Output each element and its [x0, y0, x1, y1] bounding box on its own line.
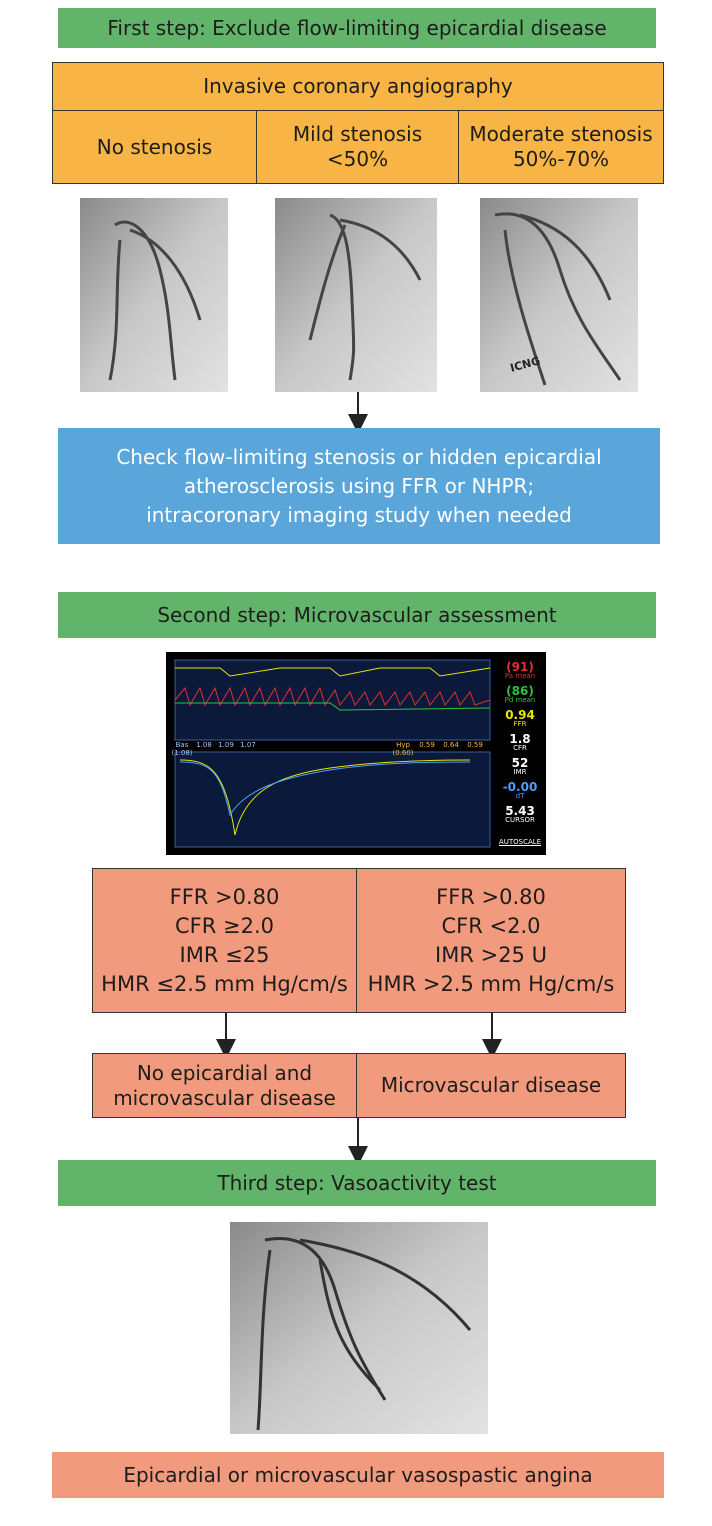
step-banner: Second step: Microvascular assessment: [58, 592, 656, 638]
note-line: Check flow-limiting stenosis or hidden e…: [116, 443, 601, 472]
note-line: intracoronary imaging study when needed: [146, 501, 572, 530]
hyperemia-value: Hyp (0.60): [390, 741, 416, 757]
outcome-line: microvascular disease: [113, 1086, 336, 1111]
result-text: Epicardial or microvascular vasospastic …: [123, 1463, 592, 1488]
monitor: [166, 652, 546, 855]
criteria-line: FFR >0.80: [436, 883, 546, 912]
outcome-cell: Microvascular disease: [356, 1053, 626, 1118]
baseline-value: Bas (1.08): [170, 741, 194, 757]
table-header: Invasive coronary angiography: [52, 62, 664, 111]
header-text: Invasive coronary angiography: [203, 74, 513, 99]
readout-label: CFR: [490, 744, 550, 752]
baseline-value: 1.09: [214, 741, 238, 749]
page: First step: Exclude flow-limiting epicar…: [0, 0, 712, 1526]
step-banner: First step: Exclude flow-limiting epicar…: [58, 8, 656, 48]
outcome-line: No epicardial and: [137, 1061, 312, 1086]
hyperemia-value: 0.64: [438, 741, 464, 749]
table-cell: Mild stenosis<50%: [256, 110, 459, 184]
step-banner: Third step: Vasoactivity test: [58, 1160, 656, 1206]
step-title: First step: Exclude flow-limiting epicar…: [107, 16, 606, 41]
criteria-line: CFR <2.0: [441, 912, 540, 941]
baseline-value: 1.07: [236, 741, 260, 749]
hyperemia-value: 0.59: [462, 741, 488, 749]
readout-label: CURSOR: [490, 816, 550, 824]
step-title: Second step: Microvascular assessment: [157, 603, 556, 628]
cell-text: Mild stenosis: [293, 122, 422, 147]
criteria-line: IMR >25 U: [435, 941, 547, 970]
readout-label: Pd mean: [490, 696, 550, 704]
autoscale: AUTOSCALE: [490, 838, 550, 846]
readout-label: dT: [490, 792, 550, 800]
criteria-line: HMR >2.5 mm Hg/cm/s: [368, 970, 615, 999]
criteria-line: HMR ≤2.5 mm Hg/cm/s: [101, 970, 348, 999]
readout-label: IMR: [490, 768, 550, 776]
outcome-line: Microvascular disease: [381, 1073, 601, 1098]
cell-text: No stenosis: [97, 135, 212, 160]
baseline-value: 1.08: [192, 741, 216, 749]
graphics: [0, 0, 712, 1526]
hyperemia-value: 0.59: [414, 741, 440, 749]
criteria-line: CFR ≥2.0: [175, 912, 274, 941]
criteria-line: IMR ≤25: [180, 941, 270, 970]
cell-text: Moderate stenosis: [469, 122, 652, 147]
cell-text: <50%: [327, 147, 388, 172]
step-title: Third step: Vasoactivity test: [217, 1171, 496, 1196]
table-cell: No stenosis: [52, 110, 257, 184]
cell-text: 50%-70%: [513, 147, 609, 172]
result-banner: Epicardial or microvascular vasospastic …: [52, 1452, 664, 1498]
readout-label: FFR: [490, 720, 550, 728]
note-box: Check flow-limiting stenosis or hidden e…: [58, 428, 660, 544]
criteria-line: FFR >0.80: [170, 883, 280, 912]
note-line: atherosclerosis using FFR or NHPR;: [184, 472, 534, 501]
readout-label: Pa mean: [490, 672, 550, 680]
